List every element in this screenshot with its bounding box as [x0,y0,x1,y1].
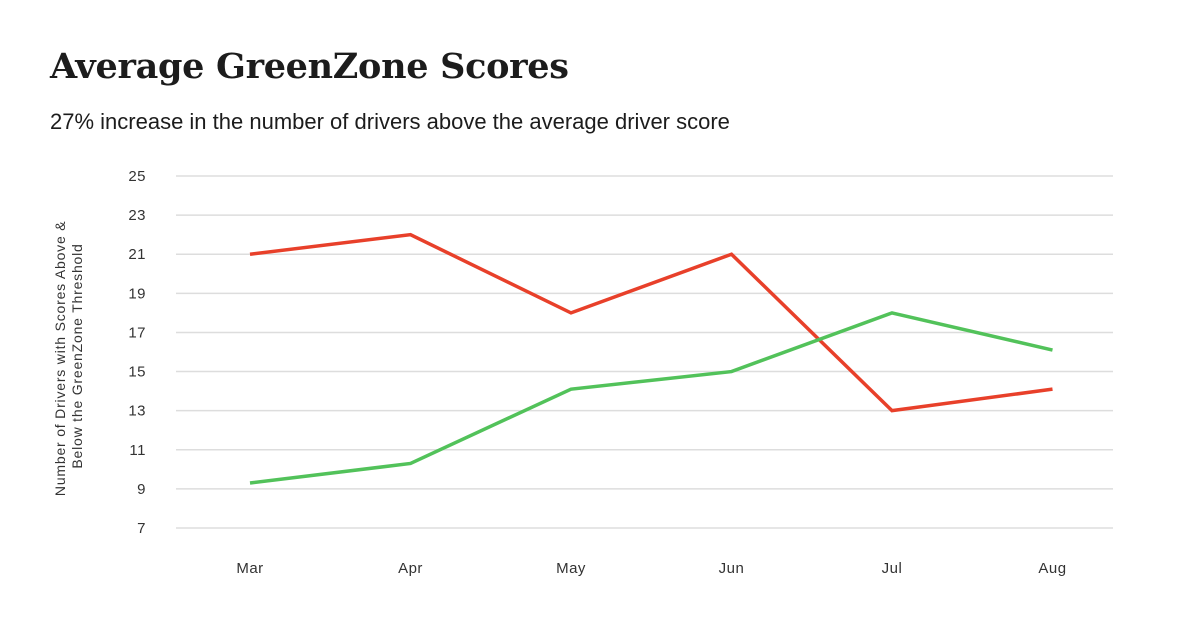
chart-title: Average GreenZone Scores [50,46,569,87]
y-tick-label: 19 [128,285,146,302]
y-tick-label: 23 [128,207,146,224]
series-lines [249,232,1053,485]
series-line-1 [249,311,1053,485]
y-axis-label-line-2: Below the GreenZone Threshold [69,243,85,468]
y-tick-label: 17 [128,324,146,341]
x-tick-label: May [556,560,586,577]
x-tick-label: Mar [236,560,263,577]
y-tick-labels: 7 9 11 13 15 17 19 21 23 25 [128,168,146,537]
x-tick-label: Aug [1038,560,1066,577]
x-tick-label: Apr [398,560,423,577]
series-line-0 [249,232,1053,413]
y-tick-label: 9 [137,481,146,498]
y-tick-label: 15 [128,364,146,381]
y-axis-label-line-1: Number of Drivers with Scores Above & [52,221,68,496]
x-tick-label: Jul [882,560,903,577]
y-axis-label: Number of Drivers with Scores Above & Be… [52,216,85,496]
y-tick-label: 25 [128,168,146,185]
chart-subtitle: 27% increase in the number of drivers ab… [50,109,730,134]
x-tick-label: Jun [719,560,745,577]
y-tick-label: 11 [129,442,146,459]
grid [176,175,1113,529]
y-tick-label: 13 [128,403,146,420]
y-tick-label: 7 [137,520,146,537]
x-tick-labels: Mar Apr May Jun Jul Aug [236,560,1066,577]
y-tick-label: 21 [128,246,146,263]
